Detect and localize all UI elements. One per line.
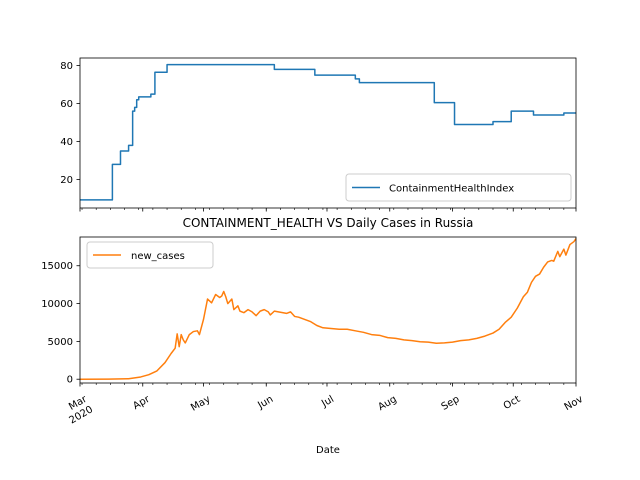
top-ytick-label: 40 [60,137,73,148]
x-axis-label: Date [316,445,340,456]
top-ytick-label: 60 [60,99,73,110]
top-subplot: 20 40 60 80 ContainmentHealthIndex [60,57,577,212]
bottom-legend-box [86,241,214,269]
bottom-plot-frame [79,236,577,384]
top-ytick-label: 20 [60,175,73,186]
bottom-ytick-label: 5000 [48,337,73,348]
bottom-ytick-label: 10000 [41,299,73,310]
top-legend-label: ContainmentHealthIndex [389,184,514,195]
top-plot-lines [80,63,576,201]
top-legend-box [345,173,572,202]
bottom-y-ticks: 0 5000 10000 15000 [41,261,80,386]
bottom-ytick-label: 15000 [41,261,73,272]
chart-title: CONTAINMENT_HEALTH VS Daily Cases in Rus… [183,216,474,230]
bottom-plot-lines [79,238,577,380]
containment-health-index-line [80,63,576,201]
bottom-legend: new_cases [86,241,214,269]
top-y-ticks: 20 40 60 80 [60,61,80,186]
top-legend: ContainmentHealthIndex [345,173,572,202]
top-ytick-label: 80 [60,61,73,72]
new-cases-line [79,238,577,380]
bottom-ytick-label: 0 [67,375,73,386]
bottom-legend-label: new_cases [131,251,185,262]
top-plot-frame [79,57,577,209]
